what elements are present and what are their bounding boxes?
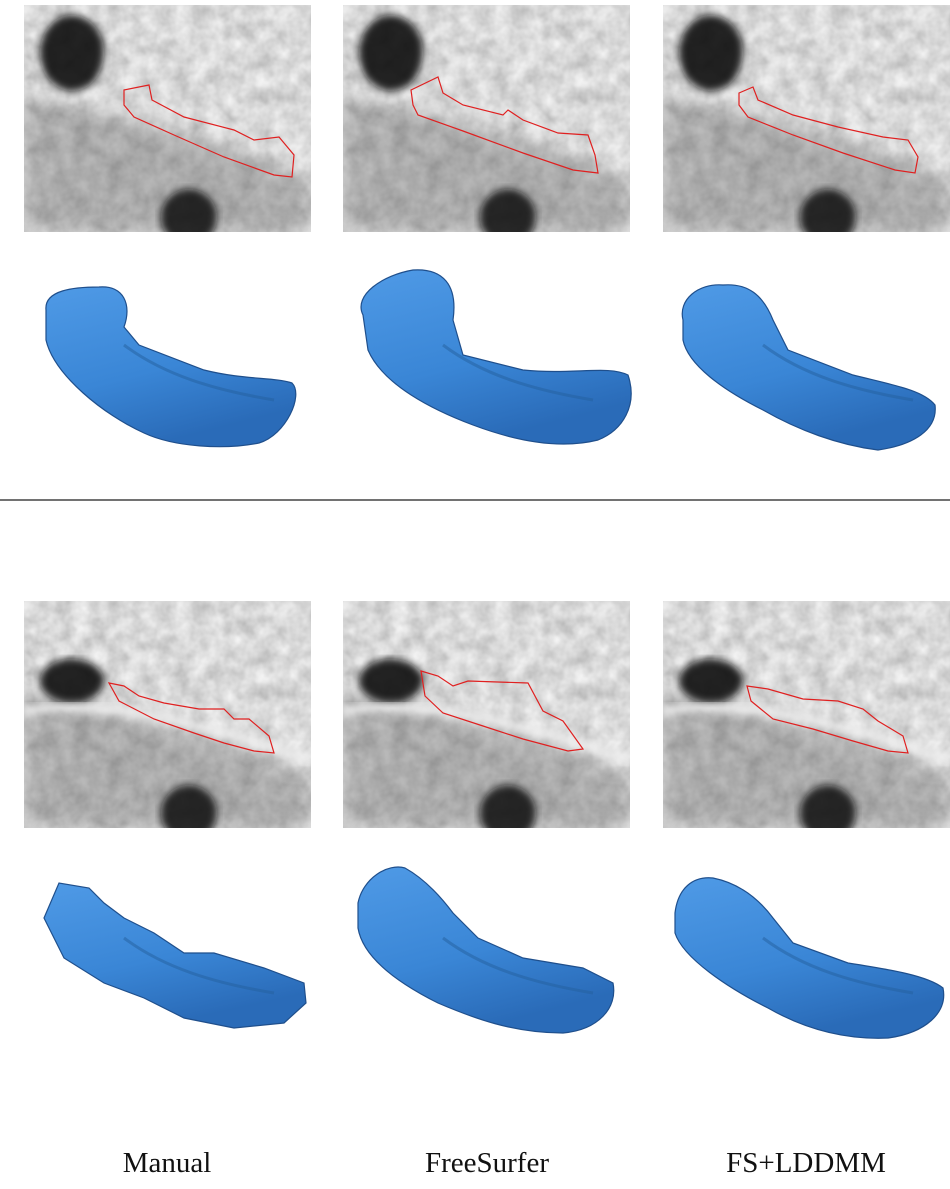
mri-dark [40,15,104,91]
mri-panel [663,5,950,245]
mri-dark [480,189,536,245]
column-labels: Manual FreeSurfer FS+LDDMM [123,1147,886,1179]
mri-dark [800,785,856,841]
mri-panel [343,5,630,245]
mri-dark [40,659,104,703]
surface-render [675,878,944,1038]
surface [675,878,944,1038]
panels [24,5,950,1038]
mri-dark [800,189,856,245]
surface [44,883,306,1028]
mri-dark [679,15,743,91]
mri-dark [161,785,217,841]
mri-dark [359,659,423,703]
mri-panel [24,601,311,841]
mri-dark [480,785,536,841]
column-label: Manual [123,1147,212,1179]
mri-dark [679,659,743,703]
figure: Manual FreeSurfer FS+LDDMM [0,0,950,1189]
column-label: FS+LDDMM [726,1147,886,1179]
mri-panel [663,601,950,841]
mri-panel [24,5,311,245]
surface [682,285,935,450]
surface [358,867,614,1033]
surface-render [361,270,631,444]
surface [361,270,631,444]
mri-dark [161,189,217,245]
surface-render [44,883,306,1028]
surface-render [682,285,935,450]
surface [46,287,296,447]
mri-panel [343,601,630,841]
surface-render [46,287,296,447]
surface-render [358,867,614,1033]
column-label: FreeSurfer [425,1147,549,1179]
mri-dark [359,15,423,91]
